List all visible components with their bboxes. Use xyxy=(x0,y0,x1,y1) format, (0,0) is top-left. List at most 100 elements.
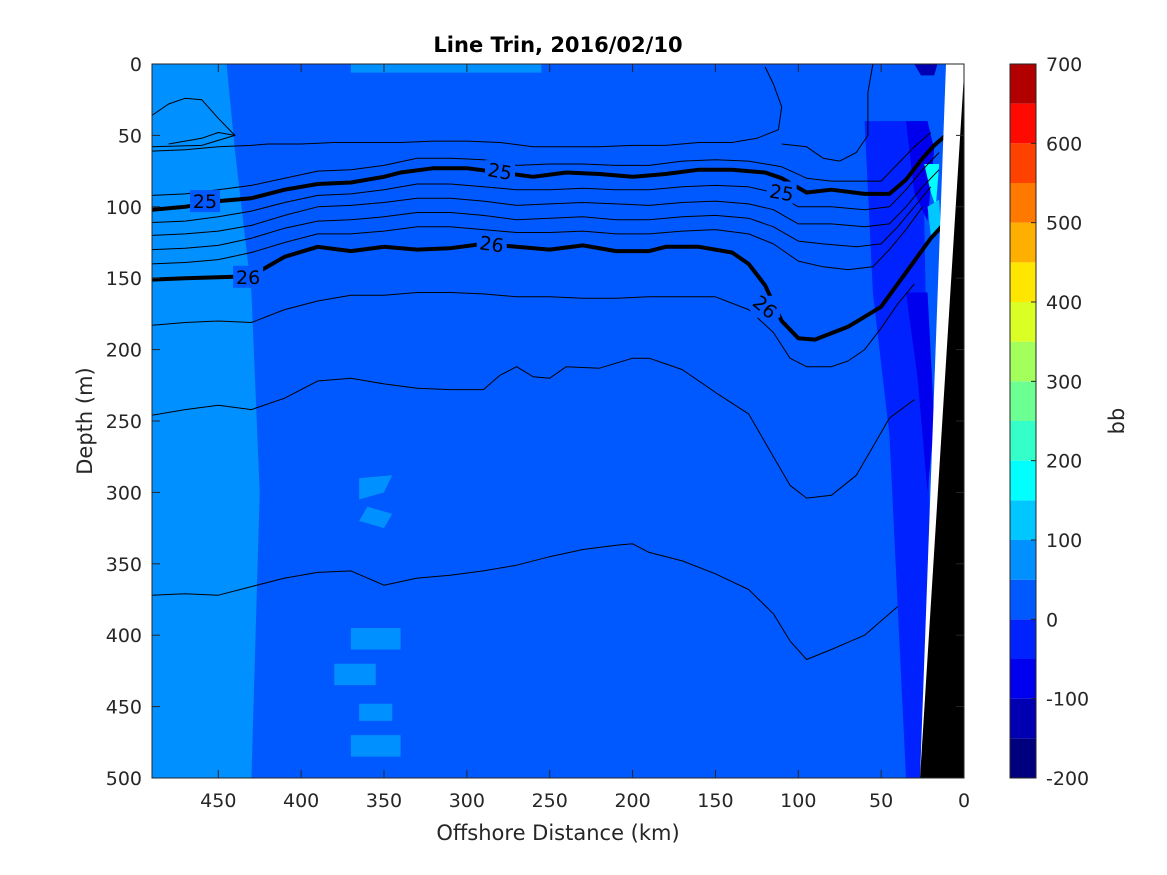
colorbar-tick-label: 100 xyxy=(1046,530,1082,552)
contour-label-bg xyxy=(750,295,781,318)
patch-c xyxy=(350,628,401,650)
colorbar-swatch xyxy=(1010,341,1036,382)
patch-e xyxy=(359,703,393,721)
isopycnal-thin-7 xyxy=(152,132,932,196)
surface-patch xyxy=(350,64,542,73)
colorbar: -200 -100 0 100 200 300 400 500 600 700 xyxy=(1009,54,1089,790)
isopycnal-thin-5 xyxy=(268,66,783,148)
colorbar-tick-label: 300 xyxy=(1046,371,1082,393)
x-axis: 450 400 350 300 250 200 150 100 50 0 xyxy=(200,64,970,812)
colorbar-tick-label: 0 xyxy=(1046,609,1058,631)
isopycnal-thin-4 xyxy=(168,132,235,145)
background-field xyxy=(152,64,964,778)
colorbar-frame xyxy=(1009,63,1037,779)
x-tick-label: 0 xyxy=(958,790,970,812)
colorbar-swatch xyxy=(1010,500,1036,540)
isopycnal-thin-6 xyxy=(781,64,874,162)
x-tick-label: 200 xyxy=(614,790,650,812)
x-tick-label: 250 xyxy=(532,790,568,812)
y-tick-label: 350 xyxy=(106,554,142,576)
x-tick-label: 450 xyxy=(200,790,236,812)
colorbar-label: bb xyxy=(1105,408,1129,435)
colorbar-tick-label: 600 xyxy=(1046,133,1082,155)
chart-title: Line Trin, 2016/02/10 xyxy=(433,33,682,57)
x-tick-label: 50 xyxy=(869,790,893,812)
isopycnal-thin-8 xyxy=(152,152,940,223)
y-tick-label: 500 xyxy=(106,768,142,790)
colorbar-swatch xyxy=(1010,302,1036,342)
contour-label: 25 xyxy=(768,181,796,207)
colorbar-swatch xyxy=(1010,64,1036,104)
contour-label: 25 xyxy=(486,159,514,185)
isopycnal-thin-12 xyxy=(152,283,915,368)
isopycnal-bold-26-1 xyxy=(152,221,964,342)
colorbar-swatch xyxy=(1010,183,1036,223)
seafloor-mask-white xyxy=(920,64,964,778)
patch-b xyxy=(359,506,393,529)
isopycnal-thin-13 xyxy=(152,357,915,499)
contour-label: 26 xyxy=(236,267,260,289)
isopycnal-thin-3 xyxy=(152,143,269,152)
colorbar-swatch xyxy=(1010,381,1036,421)
isopycnal-thin-2 xyxy=(152,97,236,148)
y-axis: 0 50 100 150 200 250 300 350 400 450 500 xyxy=(106,54,964,790)
y-tick-label: 300 xyxy=(106,482,142,504)
seafloor-mask xyxy=(920,74,964,778)
contour-label-bg xyxy=(485,160,515,183)
contour-label-bg xyxy=(190,190,221,213)
x-tick-label: 150 xyxy=(697,790,733,812)
nearshore-low xyxy=(864,121,935,778)
colorbar-tick-label: 700 xyxy=(1046,54,1082,76)
y-tick-label: 200 xyxy=(106,340,142,362)
x-tick-label: 300 xyxy=(449,790,485,812)
patch-a xyxy=(359,475,393,500)
y-tick-label: 250 xyxy=(106,411,142,433)
y-tick-label: 0 xyxy=(130,54,142,76)
isopycnal-bold-25-0 xyxy=(152,132,949,212)
colorbar-tick-label: -200 xyxy=(1046,768,1089,790)
colorbar-swatch xyxy=(1010,698,1036,739)
patch-d xyxy=(334,663,376,686)
y-tick-label: 150 xyxy=(106,268,142,290)
isopycnal-thin-11 xyxy=(152,206,924,271)
contour-label: 26 xyxy=(478,232,505,257)
x-tick-label: 400 xyxy=(283,790,319,812)
colorbar-tick-label: 200 xyxy=(1046,451,1082,473)
colorbar-swatch xyxy=(1010,579,1036,620)
nearshore-core xyxy=(906,292,935,493)
isopycnal-thin-14 xyxy=(152,543,899,660)
colorbar-swatch xyxy=(1010,143,1036,183)
isopycnal-thin-9 xyxy=(152,169,940,236)
isopycnal-thin-10 xyxy=(152,186,932,251)
nearshore-core-upper xyxy=(906,121,935,222)
colorbar-tick-label: 400 xyxy=(1046,292,1082,314)
shelf-edge-high xyxy=(924,163,940,207)
colorbar-swatch xyxy=(1010,262,1036,302)
y-tick-label: 400 xyxy=(106,625,142,647)
contour-label-bg xyxy=(233,265,264,288)
x-tick-label: 100 xyxy=(780,790,816,812)
y-tick-label: 100 xyxy=(106,197,142,219)
colorbar-swatch xyxy=(1010,103,1036,144)
mid-deep-patch xyxy=(732,563,782,581)
colorbar-swatch xyxy=(1010,738,1036,778)
y-tick-label: 50 xyxy=(118,125,142,147)
colorbar-swatch xyxy=(1010,421,1036,461)
colorbar-swatch xyxy=(1010,540,1036,580)
colorbar-swatch xyxy=(1010,222,1036,263)
contour-label-bg xyxy=(766,181,797,204)
colorbar-swatch xyxy=(1010,619,1036,659)
isopycnal-lines xyxy=(152,64,964,660)
colorbar-swatch xyxy=(1010,460,1036,501)
x-axis-label: Offshore Distance (km) xyxy=(436,821,679,845)
colorbar-tick-label: 500 xyxy=(1046,213,1082,235)
y-tick-label: 450 xyxy=(106,697,142,719)
colorbar-tick-label: -100 xyxy=(1046,689,1089,711)
contour-label: 25 xyxy=(193,191,217,213)
surface-dark-spot xyxy=(914,64,938,76)
shelf-edge-mid xyxy=(927,199,941,236)
colorbar-swatch xyxy=(1010,659,1036,699)
